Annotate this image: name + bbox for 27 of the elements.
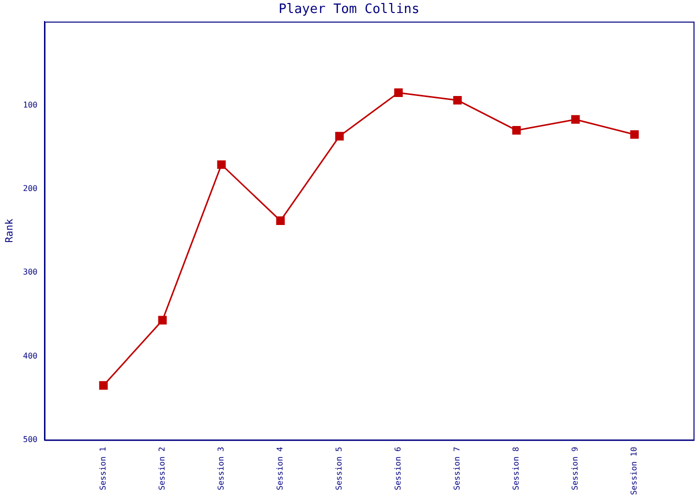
chart-title: Player Tom Collins — [278, 2, 420, 18]
x-tick-label: Session 5 — [334, 446, 344, 490]
y-tick-label: 200 — [22, 184, 38, 193]
point — [630, 130, 639, 139]
x-tick-label: Session 1 — [98, 446, 108, 490]
x-tick-label: Session 8 — [512, 446, 521, 490]
x-tick-label: Session 4 — [276, 446, 285, 490]
x-tick-label: Session 7 — [452, 446, 462, 490]
point — [512, 126, 521, 135]
point — [276, 216, 285, 225]
point — [453, 96, 462, 105]
x-tick-label: Session 9 — [570, 446, 580, 490]
point — [571, 115, 580, 124]
point — [335, 132, 344, 140]
point — [99, 381, 108, 390]
y-tick-label: 300 — [22, 268, 38, 277]
y-tick-label: 500 — [22, 434, 38, 444]
x-tick-label: Session 3 — [216, 446, 226, 490]
point — [158, 316, 167, 325]
y-tick-label: 400 — [22, 351, 38, 360]
point — [217, 160, 226, 169]
x-tick-label: Session 10 — [630, 446, 639, 496]
y-tick-label: 100 — [22, 100, 38, 110]
x-tick-label: Session 6 — [394, 446, 403, 490]
point — [394, 88, 403, 97]
y-axis-title: Rank — [4, 218, 16, 243]
x-tick-label: Session 2 — [158, 446, 167, 490]
